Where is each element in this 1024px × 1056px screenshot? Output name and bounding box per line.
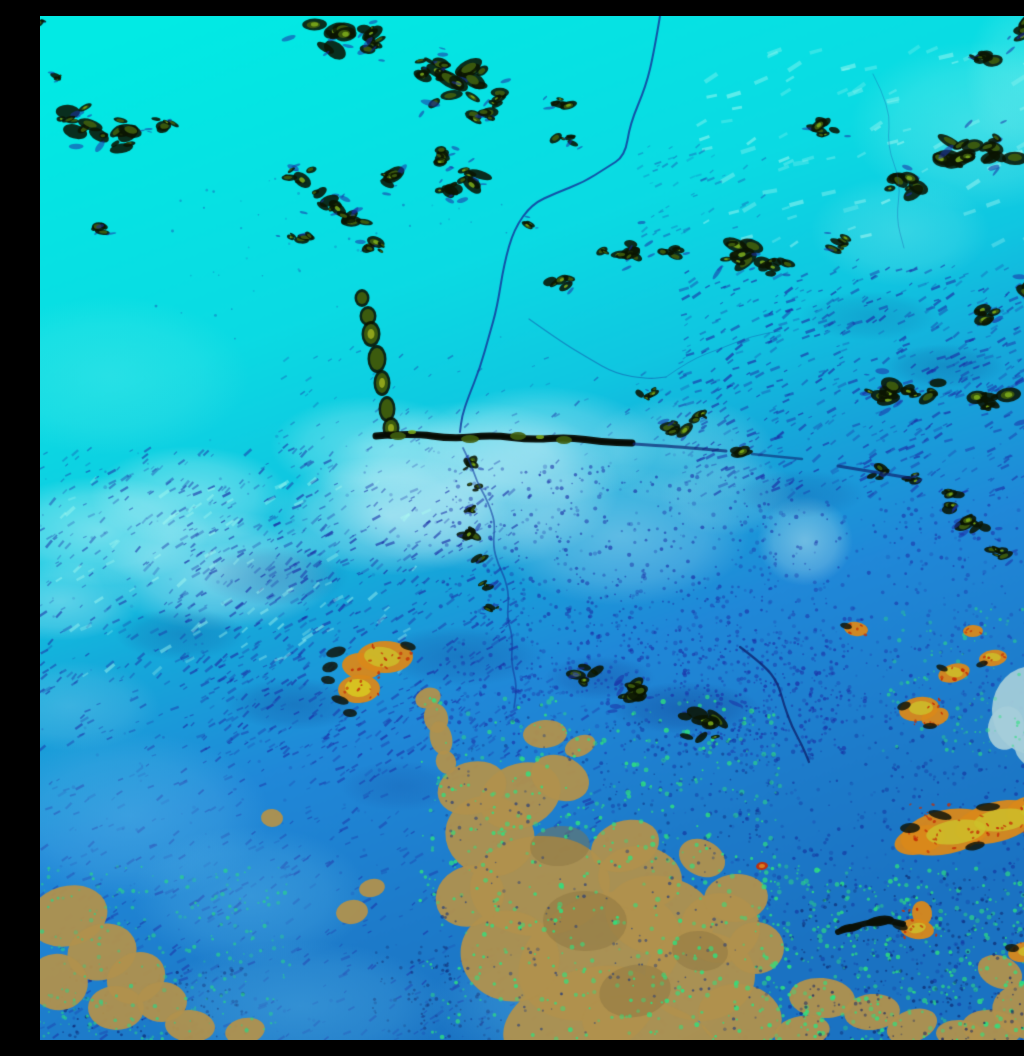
satellite-image-canvas bbox=[40, 16, 1024, 1040]
satellite-image bbox=[40, 16, 1024, 1040]
